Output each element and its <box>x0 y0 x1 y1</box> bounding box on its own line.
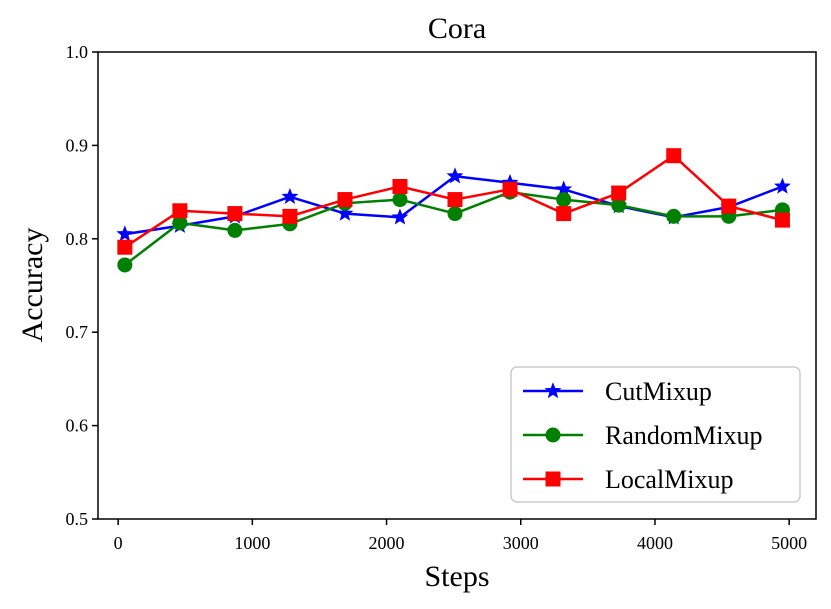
y-tick-label: 0.6 <box>66 416 89 436</box>
legend-marker-randommixup <box>545 427 561 443</box>
legend-label-cutmixup: CutMixup <box>605 377 712 406</box>
data-point-cutmixup <box>773 177 791 194</box>
data-point-localmixup <box>721 198 737 214</box>
data-point-cutmixup <box>281 187 299 204</box>
data-point-localmixup <box>774 212 790 228</box>
plot-layer: 0 1000 2000 3000 4000 5000 0.5 0.6 0.7 0.8 0.9 1.0 C… <box>66 42 817 553</box>
data-point-cutmixup <box>391 208 409 225</box>
legend-label-localmixup: LocalMixup <box>605 465 734 494</box>
data-point-localmixup <box>337 192 353 208</box>
data-point-randommixup <box>666 208 682 224</box>
data-point-localmixup <box>282 208 298 224</box>
data-point-randommixup <box>447 206 463 222</box>
data-point-randommixup <box>556 192 572 208</box>
data-point-localmixup <box>556 206 572 222</box>
data-point-localmixup <box>117 239 133 255</box>
y-tick-label: 0.7 <box>66 322 89 342</box>
x-tick-label: 4000 <box>637 533 673 553</box>
data-point-localmixup <box>172 203 188 219</box>
data-point-localmixup <box>227 206 243 222</box>
data-point-localmixup <box>392 178 408 194</box>
chart-title: Cora <box>428 12 486 45</box>
y-tick-label: 0.8 <box>66 229 89 249</box>
x-tick-label: 1000 <box>234 533 270 553</box>
data-point-cutmixup <box>446 167 464 184</box>
data-point-cutmixup <box>336 204 354 221</box>
data-point-randommixup <box>117 257 133 273</box>
data-point-localmixup <box>447 192 463 208</box>
x-tick-label: 0 <box>114 533 123 553</box>
legend-label-randommixup: RandomMixup <box>605 421 762 450</box>
series-localmixup <box>117 148 790 255</box>
data-point-localmixup <box>502 181 518 197</box>
y-tick-label: 0.5 <box>66 509 89 529</box>
data-point-localmixup <box>666 148 682 164</box>
data-point-randommixup <box>227 222 243 238</box>
y-tick-label: 0.9 <box>66 135 89 155</box>
x-tick-label: 3000 <box>503 533 539 553</box>
data-point-randommixup <box>392 192 408 208</box>
plot-frame <box>97 51 817 520</box>
x-axis-label: Steps <box>424 560 489 593</box>
y-axis-label: Accuracy <box>16 228 49 343</box>
legend-marker-cutmixup <box>544 382 562 399</box>
data-point-cutmixup <box>116 225 134 242</box>
legend-marker-localmixup <box>545 471 561 487</box>
legend-box <box>510 366 801 503</box>
legend: CutMixup RandomMixup LocalMixup <box>510 366 801 503</box>
data-point-localmixup <box>611 185 627 201</box>
y-tick-label: 1.0 <box>66 42 89 62</box>
x-tick-label: 2000 <box>369 533 405 553</box>
x-tick-label: 5000 <box>771 533 807 553</box>
